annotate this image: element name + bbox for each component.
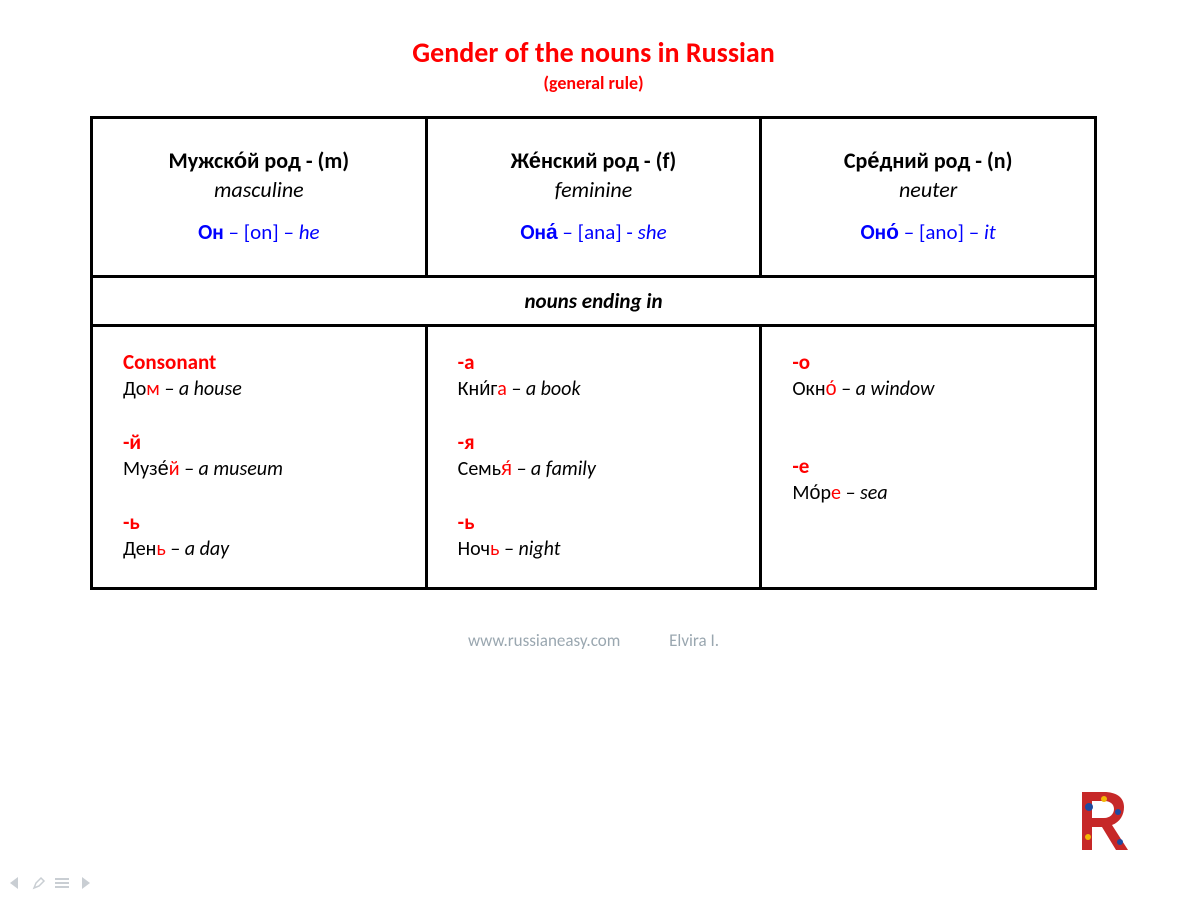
header-cell-1: Же́нский род - (f)feminine Она́ – [ana] -… xyxy=(426,118,761,277)
body-cell-1: -аКни́га – a book -яСемья́ – a family -ьНо… xyxy=(426,326,761,589)
ending-label: -ь xyxy=(458,509,750,535)
title-block: Gender of the nouns in Russian (general … xyxy=(90,35,1097,94)
body-cell-2: -оОкно́ – a window -еМо́ре – sea xyxy=(761,326,1096,589)
pronoun-line: Оно́ – [ano] – it xyxy=(772,219,1084,245)
header-row: Мужско́й род - (m)masculine Он – [on] – h… xyxy=(92,118,1096,277)
footer: www.russianeasy.com Elvira I. xyxy=(90,630,1097,651)
ending-group: -оОкно́ – a window xyxy=(792,349,1084,401)
example-line: Семья́ – a family xyxy=(458,457,750,481)
header-cell-2: Сре́дний род - (n)neuter Оно́ – [ano] – i… xyxy=(761,118,1096,277)
pronoun-line: Она́ – [ana] - she xyxy=(438,219,750,245)
gender-eng-name: neuter xyxy=(772,176,1084,203)
ending-label: -ь xyxy=(123,509,415,535)
gender-rus-name: Сре́дний род - (n) xyxy=(772,147,1084,174)
ending-group: -еМо́ре – sea xyxy=(792,453,1084,505)
ending-label: -е xyxy=(792,453,1084,479)
page-title: Gender of the nouns in Russian xyxy=(90,35,1097,70)
nav-menu-icon[interactable] xyxy=(54,876,70,890)
page-subtitle: (general rule) xyxy=(90,72,1097,94)
body-cell-0: ConsonantДом – a house -йМузе́й – a museu… xyxy=(92,326,427,589)
footer-author: Elvira I. xyxy=(669,630,719,651)
example-line: Музе́й – a museum xyxy=(123,457,415,481)
example-line: Мо́ре – sea xyxy=(792,481,1084,505)
ending-label: -а xyxy=(458,349,750,375)
ending-group: -ьДень – a day xyxy=(123,509,415,561)
ending-label: -я xyxy=(458,429,750,455)
slide-nav xyxy=(8,876,94,890)
ending-group: ConsonantДом – a house xyxy=(123,349,415,401)
nav-prev-icon[interactable] xyxy=(8,876,24,890)
ending-group: -ьНочь – night xyxy=(458,509,750,561)
pronoun-line: Он – [on] – he xyxy=(103,219,415,245)
example-line: Дом – a house xyxy=(123,377,415,401)
gender-rus-name: Мужско́й род - (m) xyxy=(103,147,415,174)
gender-table: Мужско́й род - (m)masculine Он – [on] – h… xyxy=(90,116,1097,590)
gender-eng-name: masculine xyxy=(103,176,415,203)
example-line: День – a day xyxy=(123,537,415,561)
ending-label: Consonant xyxy=(123,349,415,375)
header-cell-0: Мужско́й род - (m)masculine Он – [on] – h… xyxy=(92,118,427,277)
nouns-ending-label: nouns ending in xyxy=(92,277,1096,326)
example-line: Окно́ – a window xyxy=(792,377,1084,401)
gender-eng-name: feminine xyxy=(438,176,750,203)
gender-rus-name: Же́нский род - (f) xyxy=(438,147,750,174)
example-line: Кни́га – a book xyxy=(458,377,750,401)
ending-group: -яСемья́ – a family xyxy=(458,429,750,481)
middle-row: nouns ending in xyxy=(92,277,1096,326)
ending-label: -й xyxy=(123,429,415,455)
ending-label: -о xyxy=(792,349,1084,375)
footer-site: www.russianeasy.com xyxy=(468,630,620,651)
ending-group: -аКни́га – a book xyxy=(458,349,750,401)
example-line: Ночь – night xyxy=(458,537,750,561)
body-row: ConsonantДом – a house -йМузе́й – a museu… xyxy=(92,326,1096,589)
logo-r-icon xyxy=(1074,787,1132,855)
nav-pen-icon[interactable] xyxy=(32,876,46,890)
ending-group: -йМузе́й – a museum xyxy=(123,429,415,481)
nav-next-icon[interactable] xyxy=(78,876,94,890)
